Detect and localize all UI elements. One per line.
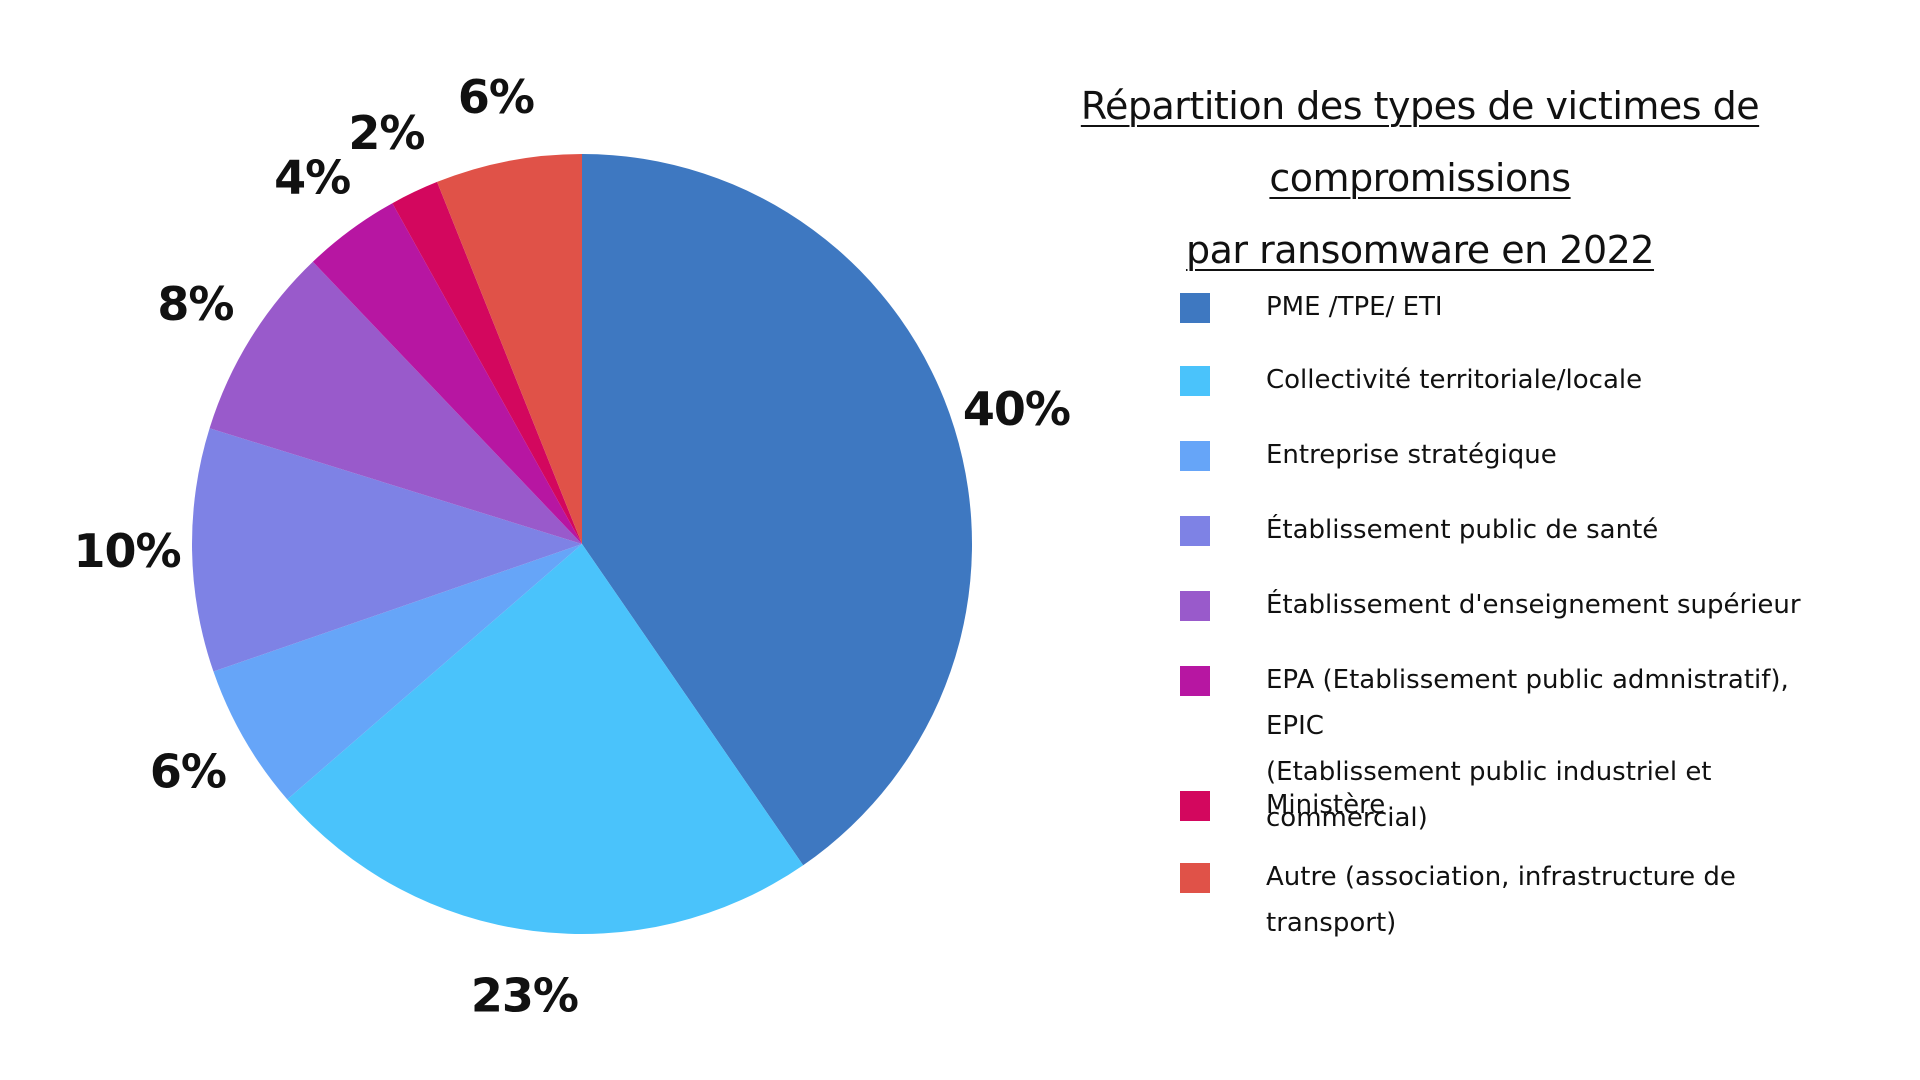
pie-label-pme-tpe-eti: 40%	[963, 382, 1070, 436]
pie-slice-autre-association-infrastructure-de-tran	[437, 154, 582, 544]
legend-swatch	[1180, 516, 1210, 546]
pie-slice-collectivite-territoriale-locale	[287, 544, 804, 935]
pie-label-entreprise-strategique: 6%	[150, 745, 226, 799]
pie-label-etablissement-d-enseignement-superieur: 8%	[157, 277, 233, 331]
legend-swatch	[1180, 441, 1210, 471]
legend-item-etablissement-public-de-sante: Établissement public de santé	[1180, 515, 1658, 553]
pie-percent-labels: 40% 23% 6% 10% 8% 4%2% 6%	[74, 70, 1072, 1022]
legend-item-collectivite-territoriale-locale: Collectivité territoriale/locale	[1180, 365, 1642, 403]
chart-title: Répartition des types de victimes de com…	[960, 70, 1880, 286]
pie-label-epa-etablissement-public-admnistratif-ep: 4%	[274, 151, 350, 205]
legend-label: Établissement d'enseignement supérieur	[1266, 590, 1801, 620]
pie-slice-entreprise-strategique	[213, 544, 582, 800]
legend-item-entreprise-strategique: Entreprise stratégique	[1180, 440, 1557, 478]
pie-slice-pme-tpe-eti	[582, 154, 973, 866]
pie-slice-ministere	[392, 181, 582, 544]
chart-title-line-1: Répartition des types de victimes de com…	[1080, 84, 1760, 200]
legend-swatch	[1180, 666, 1210, 696]
chart-title-line-2: par ransomware en 2022	[1185, 228, 1655, 272]
legend-label: Entreprise stratégique	[1266, 440, 1557, 470]
pie-label-autre-association-infrastructure-de-tran: 6%	[458, 70, 534, 124]
pie-slice-epa-etablissement-public-admnistratif-ep	[312, 203, 582, 545]
legend-label: PME /TPE/ ETI	[1266, 292, 1443, 322]
pie-label-ministere: 2%	[348, 106, 424, 160]
legend-label: Autre (association, infrastructure de tr…	[1266, 862, 1736, 938]
legend-swatch	[1180, 293, 1210, 323]
pie-slice-etablissement-d-enseignement-superieur	[209, 261, 582, 544]
pie-chart: 40% 23% 6% 10% 8% 4%2% 6%	[74, 70, 1072, 1022]
legend-item-autre-association-infrastructure-de-tran: Autre (association, infrastructure de tr…	[1180, 862, 1826, 946]
legend-label: Établissement public de santé	[1266, 515, 1659, 545]
legend-swatch	[1180, 591, 1210, 621]
legend-swatch	[1180, 366, 1210, 396]
pie-slice-etablissement-public-de-sante	[191, 428, 582, 672]
legend-label: Collectivité territoriale/locale	[1266, 365, 1643, 395]
legend-item-ministere: Ministère	[1180, 790, 1385, 828]
pie-label-collectivite-territoriale-locale: 23%	[471, 968, 578, 1022]
legend-item-epa-etablissement-public-admnistratif-ep: EPA (Etablissement public admnistratif),…	[1180, 665, 1826, 841]
legend: PME /TPE/ ETI Collectivité territoriale/l…	[1180, 0, 1880, 1080]
pie-slices	[191, 154, 973, 935]
legend-label: EPA (Etablissement public admnistratif),…	[1266, 665, 1789, 833]
legend-swatch	[1180, 791, 1210, 821]
legend-label: Ministère	[1266, 790, 1386, 820]
pie-label-etablissement-public-de-sante: 10%	[74, 524, 181, 578]
legend-item-etablissement-d-enseignement-superieur: Établissement d'enseignement supérieur	[1180, 590, 1801, 628]
legend-swatch	[1180, 863, 1210, 893]
legend-item-pme-tpe-eti: PME /TPE/ ETI	[1180, 292, 1443, 330]
